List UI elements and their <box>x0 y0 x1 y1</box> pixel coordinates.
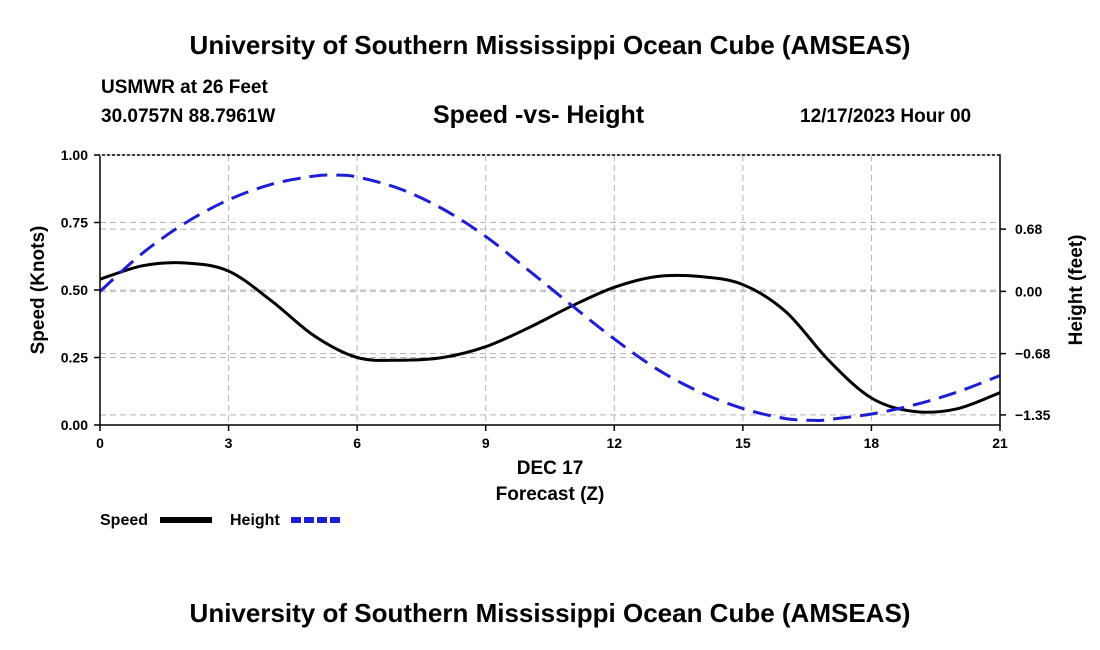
y-tick-label: 1.00 <box>61 147 88 163</box>
footer-title: University of Southern Mississippi Ocean… <box>189 598 911 628</box>
y-tick-label: 0.25 <box>61 350 88 366</box>
y2-axis-title: Height (feet) <box>1066 235 1087 346</box>
y2-tick-label: −1.35 <box>1015 407 1051 423</box>
x-tick-label: 3 <box>225 435 233 451</box>
y-axis-title: Speed (Knots) <box>28 226 49 355</box>
x-tick-label: 12 <box>606 435 622 451</box>
y2-tick-label: 0.00 <box>1015 283 1042 299</box>
y2-tick-label: −0.68 <box>1015 346 1051 362</box>
y-tick-label: 0.75 <box>61 215 88 231</box>
y-tick-label: 0.50 <box>61 282 88 298</box>
y2-tick-label: 0.68 <box>1015 221 1042 237</box>
legend-label-speed: Speed <box>100 512 148 529</box>
legend-label-height: Height <box>230 512 280 529</box>
series-line-height <box>98 173 1001 422</box>
x-tick-label: 0 <box>96 435 104 451</box>
chart-subtitle: Speed -vs- Height <box>433 101 645 129</box>
y-tick-label: 0.00 <box>61 417 88 433</box>
x-axis-title: Forecast (Z) <box>496 484 605 505</box>
main-title: University of Southern Mississippi Ocean… <box>189 30 911 60</box>
station-coordinates: 30.0757N 88.7961W <box>101 106 276 127</box>
x-tick-label: 21 <box>992 435 1008 451</box>
x-tick-label: 9 <box>482 435 490 451</box>
ticks: 0 3 6 9 12 15 18 21 0.00 0.25 0.50 0.75 1.00 0.68 0.00… <box>61 147 1051 451</box>
forecast-datetime: 12/17/2023 Hour 00 <box>800 106 972 127</box>
x-tick-label: 18 <box>864 435 880 451</box>
station-label: USMWR at 26 Feet <box>101 77 268 98</box>
x-axis-date: DEC 17 <box>517 458 584 479</box>
series-line-speed <box>99 261 1001 414</box>
series <box>98 173 1001 422</box>
x-tick-label: 15 <box>735 435 751 451</box>
x-tick-label: 6 <box>353 435 361 451</box>
legend: Speed Height <box>100 512 343 529</box>
